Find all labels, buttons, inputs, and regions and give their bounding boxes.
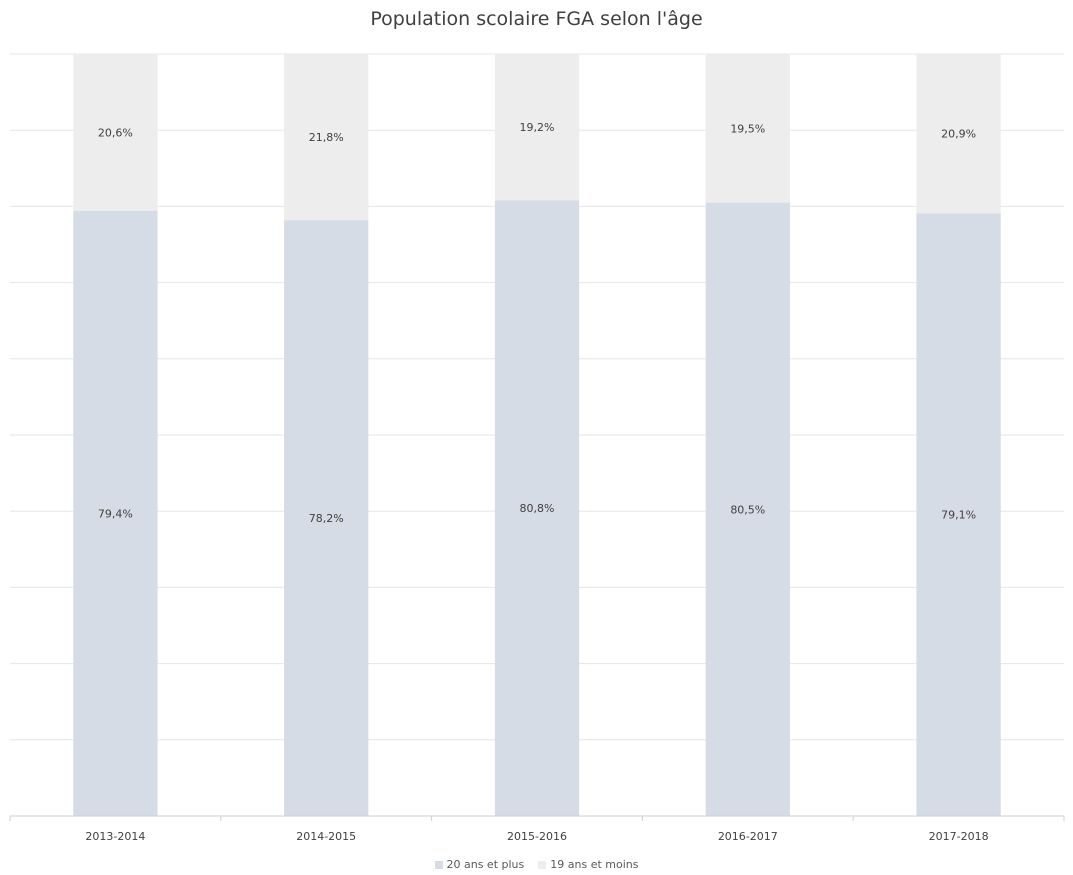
x-tick-label: 2016-2017 <box>718 830 778 843</box>
legend-item-series-1: 19 ans et moins <box>538 858 638 871</box>
chart-legend: 20 ans et plus 19 ans et moins <box>0 858 1073 871</box>
x-tick-label: 2015-2016 <box>507 830 567 843</box>
data-label: 78,2% <box>309 512 344 525</box>
x-tick-label: 2013-2014 <box>85 830 145 843</box>
bar-segment-0-2 <box>494 200 580 816</box>
bar-segment-0-0 <box>73 210 158 817</box>
bar-segment-1-0 <box>73 54 158 211</box>
bar-segment-0-1 <box>284 220 369 817</box>
legend-label-series-1: 19 ans et moins <box>550 858 639 871</box>
legend-swatch-series-0 <box>434 860 443 869</box>
data-label: 20,9% <box>941 128 976 141</box>
data-label: 20,6% <box>98 126 133 139</box>
chart-title: Population scolaire FGA selon l'âge <box>370 8 703 30</box>
bar-segment-1-4 <box>916 54 1001 214</box>
bar-segment-1-1 <box>284 54 369 221</box>
legend-label-series-0: 20 ans et plus <box>446 858 525 871</box>
data-label: 79,4% <box>98 507 133 520</box>
legend-item-series-0: 20 ans et plus <box>434 858 525 871</box>
bar-segment-1-2 <box>494 54 580 201</box>
data-label: 21,8% <box>309 131 344 144</box>
bar-segment-0-3 <box>705 202 790 817</box>
data-label: 80,8% <box>520 502 555 515</box>
bar-segment-0-4 <box>916 213 1001 816</box>
data-label: 79,1% <box>941 509 976 522</box>
x-tick-label: 2017-2018 <box>929 830 989 843</box>
data-label: 19,5% <box>730 122 765 135</box>
data-label: 80,5% <box>730 503 765 516</box>
data-label: 19,2% <box>520 121 555 134</box>
x-tick-label: 2014-2015 <box>296 830 356 843</box>
legend-swatch-series-1 <box>538 860 547 869</box>
bar-segment-1-3 <box>705 54 790 203</box>
